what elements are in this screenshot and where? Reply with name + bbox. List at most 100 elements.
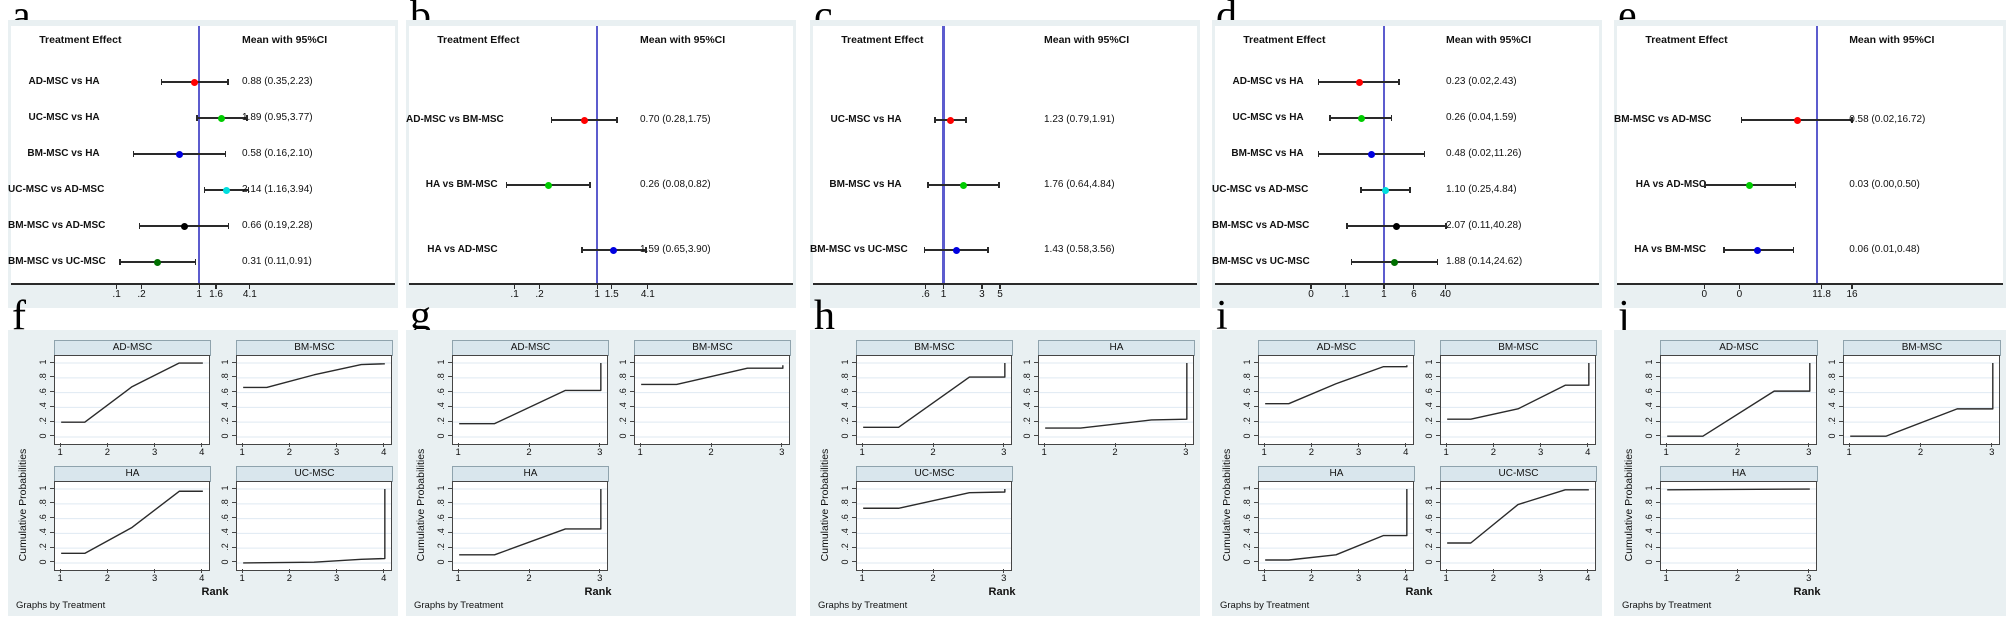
- subplot-plot: [236, 481, 392, 571]
- cumulative-plot-svg: [1844, 356, 1999, 444]
- subplot-title: HA: [1258, 466, 1415, 482]
- x-tick-mark: [140, 284, 143, 289]
- cumulative-plot-svg: [635, 356, 789, 444]
- y-tick-mark: [1656, 517, 1660, 519]
- x-tick-label: 4: [1403, 447, 1409, 458]
- x-tick-mark: [1492, 443, 1494, 447]
- cumulative-line: [1045, 363, 1187, 428]
- y-tick-mark: [1436, 561, 1440, 563]
- treatment-effect-header: Treatment Effect: [1645, 34, 1728, 46]
- mean-ci-header: Mean with 95%CI: [242, 34, 328, 46]
- x-tick-label: 1: [594, 289, 600, 300]
- ci-whisker-lo: [1346, 223, 1348, 229]
- x-tick-label: 2: [1917, 447, 1924, 458]
- y-tick-mark: [50, 561, 54, 563]
- x-tick-label: 4: [1403, 573, 1409, 584]
- y-tick-mark: [852, 561, 856, 563]
- x-tick-label: 2: [1734, 573, 1741, 584]
- x-tick-mark: [932, 443, 934, 447]
- x-tick-mark: [1820, 284, 1823, 289]
- x-tick-label: 2: [286, 447, 293, 458]
- y-tick-mark: [630, 420, 634, 422]
- y-tick-mark: [1839, 435, 1843, 437]
- y-tick-mark: [1254, 517, 1258, 519]
- x-tick-label: 0: [1701, 289, 1708, 300]
- cumulative-plot-svg: [55, 482, 209, 570]
- x-tick-mark: [201, 443, 203, 447]
- y-tick-mark: [1656, 546, 1660, 548]
- x-tick-mark: [514, 284, 516, 289]
- x-tick-label: 40: [1439, 289, 1451, 300]
- x-tick-label: 2: [930, 447, 936, 458]
- y-tick-mark: [448, 561, 452, 563]
- ci-whisker-hi: [227, 223, 230, 229]
- y-tick-mark: [1254, 531, 1258, 533]
- mean-ci-text: 0.88 (0.35,2.23): [242, 76, 313, 87]
- x-tick-label: 6: [1411, 289, 1417, 300]
- y-tick-mark: [1034, 391, 1038, 393]
- cumulative-plot-svg: [857, 482, 1011, 570]
- x-tick-label: 1: [239, 573, 245, 584]
- x-tick-label: 4.1: [640, 289, 655, 300]
- x-tick-label: 3: [151, 573, 158, 584]
- y-tick-mark: [852, 546, 856, 548]
- x-tick-mark: [1737, 569, 1738, 573]
- subplot-title: UC-MSC: [856, 466, 1013, 482]
- y-tick-mark: [50, 517, 54, 519]
- y-tick-mark: [232, 531, 236, 533]
- y-tick-mark: [1436, 487, 1440, 489]
- ci-whisker-lo: [1740, 117, 1743, 123]
- x-tick-mark: [942, 284, 945, 289]
- cumulative-line: [243, 364, 385, 388]
- x-tick-label: 4: [381, 447, 387, 458]
- y-tick-label: 1: [220, 485, 230, 491]
- x-tick-mark: [1492, 569, 1494, 573]
- x-tick-label: 0: [1736, 289, 1743, 300]
- cumulative-probabilities-label: Cumulative Probabilities: [17, 448, 29, 562]
- x-tick-mark: [116, 284, 118, 289]
- forest-plot-area: [813, 26, 1197, 283]
- ci-whisker-hi: [998, 182, 1000, 188]
- x-tick-mark: [999, 284, 1001, 289]
- forest-row-label: AD-MSC vs HA: [28, 76, 100, 87]
- x-tick-label: 4: [381, 573, 387, 584]
- subplot-title: HA: [1660, 466, 1818, 482]
- y-tick-mark: [50, 487, 54, 489]
- x-tick-label: 2: [104, 447, 111, 458]
- ci-whisker-lo: [1350, 259, 1353, 265]
- x-tick-mark: [154, 443, 156, 447]
- x-tick-mark: [599, 443, 601, 447]
- y-tick-mark: [448, 376, 452, 378]
- x-tick-label: 3: [1355, 573, 1362, 584]
- y-tick-label: 1: [1242, 359, 1252, 365]
- ci-whisker-hi: [965, 117, 967, 123]
- y-tick-mark: [852, 376, 856, 378]
- y-tick-mark: [448, 531, 452, 533]
- mean-dot: [610, 246, 618, 254]
- x-tick-mark: [106, 443, 108, 447]
- ci-whisker-hi: [987, 247, 989, 253]
- ci-whisker-hi: [645, 247, 647, 253]
- mean-dot: [952, 246, 960, 254]
- forest-row-label: BM-MSC vs AD-MSC: [1212, 220, 1310, 231]
- mean-dot: [153, 258, 161, 266]
- ci-whisker-lo: [1317, 151, 1320, 157]
- x-tick-mark: [1310, 284, 1312, 289]
- y-tick-mark: [50, 502, 54, 504]
- subplot-plot: [452, 355, 608, 445]
- y-tick-mark: [852, 502, 856, 504]
- y-tick-mark: [1436, 435, 1440, 437]
- ci-whisker-lo: [196, 115, 198, 121]
- subplot-plot: [1258, 355, 1414, 445]
- y-tick-mark: [50, 376, 54, 378]
- x-tick-label: 2: [1308, 447, 1315, 458]
- y-tick-mark: [1436, 502, 1440, 504]
- x-tick-mark: [249, 284, 251, 289]
- x-tick-label: 1: [1381, 289, 1387, 300]
- x-tick-mark: [336, 569, 338, 573]
- x-tick-mark: [336, 443, 338, 447]
- rank-label: Rank: [1793, 586, 1821, 598]
- y-tick-label: 1: [1644, 485, 1654, 491]
- x-tick-mark: [932, 569, 934, 573]
- x-tick-label: 1: [455, 447, 461, 458]
